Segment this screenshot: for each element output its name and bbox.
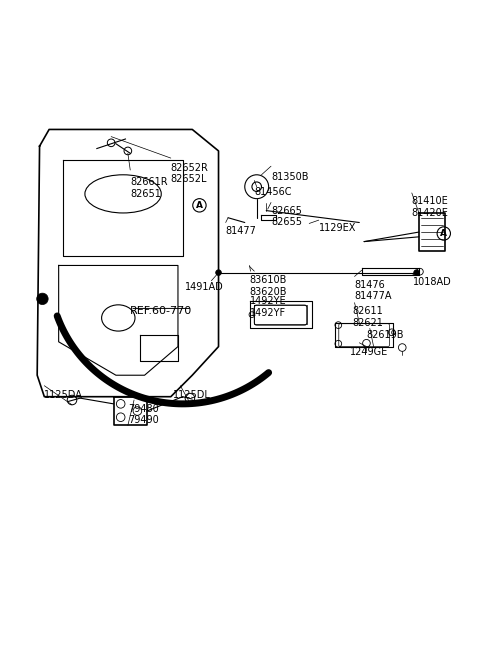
Text: 83610B
83620B: 83610B 83620B xyxy=(250,275,287,297)
Text: 1491AD: 1491AD xyxy=(185,282,224,292)
Text: 81456C: 81456C xyxy=(254,187,292,196)
Text: 1249GE: 1249GE xyxy=(350,346,388,356)
Text: 1492YE
1492YF: 1492YE 1492YF xyxy=(250,297,286,318)
Circle shape xyxy=(36,293,48,305)
Text: 82611
82621: 82611 82621 xyxy=(352,306,383,328)
Text: 1125DL: 1125DL xyxy=(173,390,211,400)
Text: 82661R
82651: 82661R 82651 xyxy=(130,177,168,198)
Circle shape xyxy=(414,270,420,276)
Text: 1018AD: 1018AD xyxy=(413,277,452,288)
Text: 81477: 81477 xyxy=(226,227,256,236)
Text: 81476
81477A: 81476 81477A xyxy=(355,280,392,301)
Text: 82665
82655: 82665 82655 xyxy=(271,206,302,227)
Text: 81350B: 81350B xyxy=(271,172,309,182)
Text: 81410E
81420E: 81410E 81420E xyxy=(412,196,449,218)
Text: REF.60-770: REF.60-770 xyxy=(130,306,192,316)
Text: 79480
79490: 79480 79490 xyxy=(128,404,158,426)
Text: 1125DA: 1125DA xyxy=(44,390,83,400)
Text: A: A xyxy=(196,201,203,210)
Text: 1129EX: 1129EX xyxy=(319,223,356,233)
Text: 82652R
82652L: 82652R 82652L xyxy=(171,163,209,185)
Text: A: A xyxy=(440,229,447,238)
Text: 82619B: 82619B xyxy=(366,330,404,340)
Circle shape xyxy=(216,270,221,276)
